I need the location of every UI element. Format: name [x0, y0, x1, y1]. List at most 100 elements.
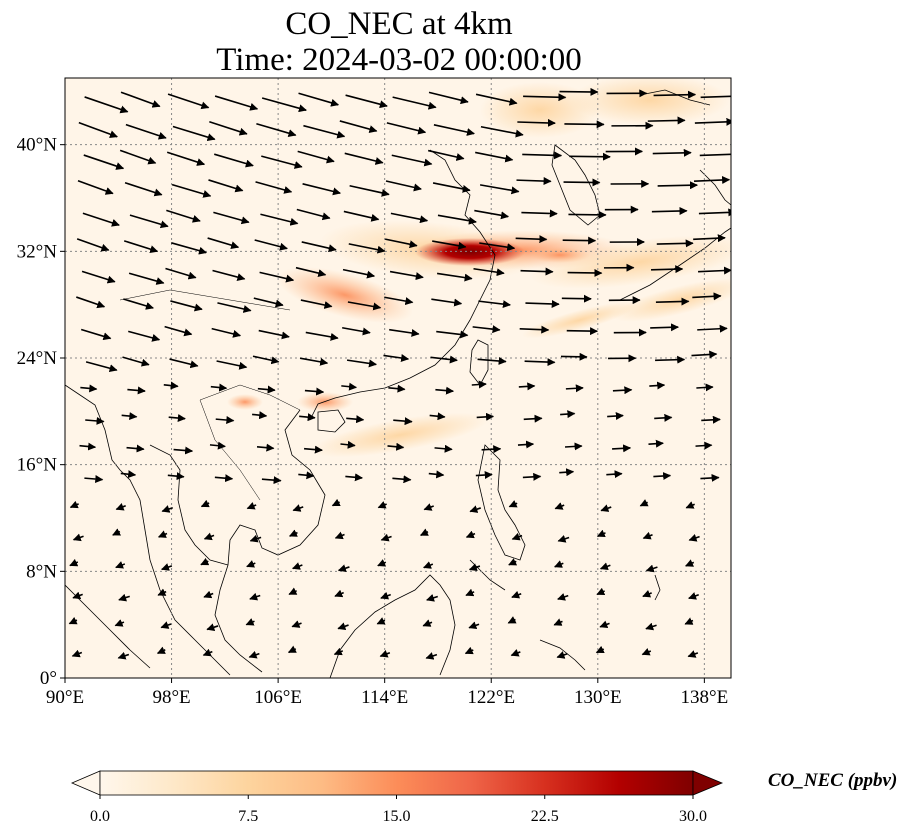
wind-arrow — [339, 120, 378, 134]
wind-arrow — [217, 302, 252, 313]
wind-arrow — [76, 238, 110, 252]
wind-arrow — [476, 412, 495, 421]
wind-arrow — [342, 326, 371, 336]
wind-arrow — [216, 360, 248, 370]
wind-arrow — [120, 91, 161, 108]
colorbar-ticks: 0.0 7.5 15.0 22.5 30.0 — [90, 795, 707, 825]
wind-arrow — [167, 93, 210, 110]
wind-arrow — [161, 505, 173, 513]
y-axis-ticks: 0° 8°N 16°N 24°N 32°N 40°N — [17, 135, 65, 689]
wind-arrow — [652, 148, 692, 157]
wind-arrow — [288, 529, 298, 537]
wind-arrow — [333, 647, 344, 656]
wind-arrow — [612, 444, 632, 453]
wind-arrow — [515, 235, 548, 244]
wind-arrow — [68, 616, 78, 625]
wind-arrow — [128, 272, 165, 285]
wind-arrow — [517, 118, 556, 127]
wind-arrow — [84, 96, 129, 114]
colorbar-title: CO_NEC (ppbv) — [768, 770, 898, 791]
wind-arrow — [346, 359, 377, 368]
wind-arrow — [296, 208, 331, 221]
wind-arrow — [428, 470, 445, 479]
wind-arrow — [77, 180, 114, 195]
wind-arrow — [599, 620, 610, 629]
wind-arrow — [436, 272, 473, 282]
wind-arrow — [261, 476, 282, 485]
wind-arrow — [299, 413, 316, 422]
wind-arrow — [553, 618, 563, 626]
wind-arrow — [688, 534, 700, 542]
wind-arrow — [688, 592, 699, 600]
colorbar-extend-min — [70, 770, 101, 796]
x-tick-label: 122°E — [467, 687, 515, 708]
wind-arrow — [117, 651, 130, 660]
wind-arrow — [479, 242, 516, 252]
wind-arrow — [208, 179, 244, 193]
wind-arrow — [345, 94, 388, 109]
wind-arrow — [166, 151, 206, 166]
wind-arrow — [256, 443, 275, 452]
wind-arrow — [507, 616, 517, 624]
wind-arrow — [341, 382, 358, 391]
y-tick-label: 8°N — [26, 561, 57, 582]
wind-arrow — [331, 498, 341, 507]
wind-arrow — [129, 214, 169, 229]
wind-arrow — [169, 358, 199, 369]
wind-arrow — [254, 239, 288, 251]
y-tick-label: 24°N — [17, 348, 58, 369]
wind-arrow — [200, 499, 210, 508]
colorbar: 0.0 7.5 15.0 22.5 30.0 — [70, 770, 724, 825]
wind-arrow — [435, 386, 454, 395]
wind-arrow — [161, 563, 173, 571]
wind-arrow — [120, 470, 137, 479]
wind-arrow — [379, 649, 391, 658]
wind-arrow — [431, 298, 463, 307]
wind-arrow — [172, 125, 216, 142]
wind-arrow — [261, 97, 307, 113]
wind-arrow — [639, 499, 649, 507]
colorbar-gradient — [99, 770, 694, 796]
wind-arrow — [115, 503, 126, 511]
y-tick-label: 0° — [40, 668, 57, 689]
wind-arrow — [642, 589, 652, 598]
wind-arrow — [122, 356, 150, 367]
wind-arrow — [655, 355, 686, 364]
wind-arrow — [557, 534, 570, 543]
x-tick-label: 106°E — [254, 687, 302, 708]
wind-arrow — [253, 297, 284, 308]
wind-arrow — [206, 623, 219, 632]
wind-arrow — [118, 593, 130, 602]
wind-arrow — [554, 560, 564, 568]
wind-arrow — [434, 444, 453, 453]
wind-arrow — [521, 209, 558, 218]
wind-arrow — [473, 267, 505, 277]
wind-arrow — [468, 563, 481, 572]
wind-arrow — [304, 445, 323, 454]
wind-arrow — [560, 410, 576, 419]
x-axis-ticks: 90°E 98°E 106°E 114°E 122°E 130°E 138°E — [46, 678, 728, 708]
wind-arrow — [82, 212, 120, 227]
wind-arrow — [79, 442, 97, 451]
wind-arrow — [78, 121, 118, 139]
wind-arrow — [465, 530, 476, 539]
wind-arrow — [287, 645, 297, 654]
wind-arrow — [384, 296, 414, 306]
wind-arrow — [246, 560, 256, 568]
wind-arrow — [260, 213, 299, 226]
wind-arrow — [388, 384, 406, 393]
wind-arrow — [655, 297, 690, 306]
wind-arrow — [648, 439, 664, 448]
wind-arrow — [211, 327, 242, 338]
wind-arrow — [124, 181, 163, 197]
wind-arrow — [645, 622, 657, 631]
wind-arrow — [653, 472, 672, 481]
wind-arrow — [255, 181, 293, 194]
wind-arrow — [156, 646, 166, 654]
wind-arrow — [559, 468, 575, 477]
wind-arrow — [393, 417, 413, 426]
wind-arrow — [523, 414, 543, 423]
wind-arrow — [123, 240, 159, 254]
wind-arrow — [334, 531, 345, 540]
wind-arrow — [653, 90, 697, 99]
